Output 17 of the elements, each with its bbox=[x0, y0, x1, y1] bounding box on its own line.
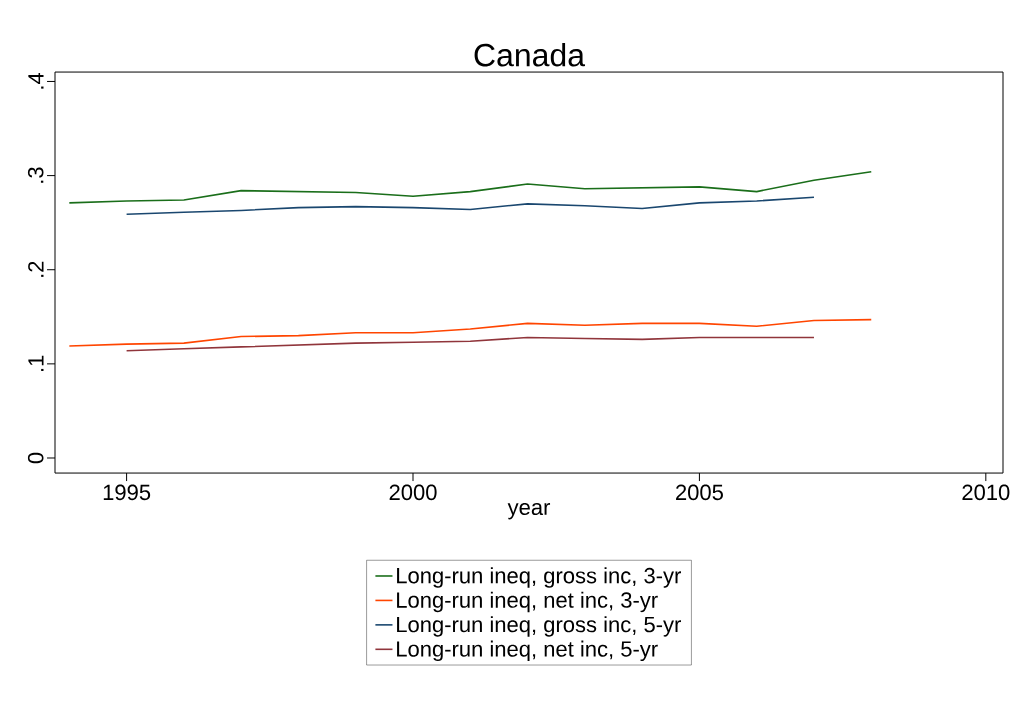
x-tick-label: 1995 bbox=[103, 484, 151, 501]
y-tick-label: 0 bbox=[27, 452, 44, 464]
legend-label: Long-run ineq, gross inc, 3-yr bbox=[397, 567, 681, 588]
legend-label: Long-run ineq, net inc, 5-yr bbox=[397, 640, 658, 662]
legend-label: Long-run ineq, net inc, 3-yr bbox=[397, 591, 658, 613]
y-tick-label: .3 bbox=[27, 167, 44, 183]
x-axis-title: year bbox=[507, 503, 551, 520]
x-tick-label: 2005 bbox=[676, 484, 723, 501]
y-tick-label: .1 bbox=[28, 355, 44, 372]
line-series bbox=[125, 196, 815, 215]
y-tick-label: .4 bbox=[28, 72, 44, 89]
line-series bbox=[68, 318, 873, 347]
x-tick-label: 2000 bbox=[389, 484, 437, 501]
y-tick-label: .2 bbox=[28, 261, 44, 277]
legend-label: Long-run ineq, gross inc, 5-yr bbox=[397, 616, 681, 637]
x-tick-label: 2010 bbox=[962, 484, 1010, 501]
chart-title: Canada bbox=[474, 43, 586, 67]
